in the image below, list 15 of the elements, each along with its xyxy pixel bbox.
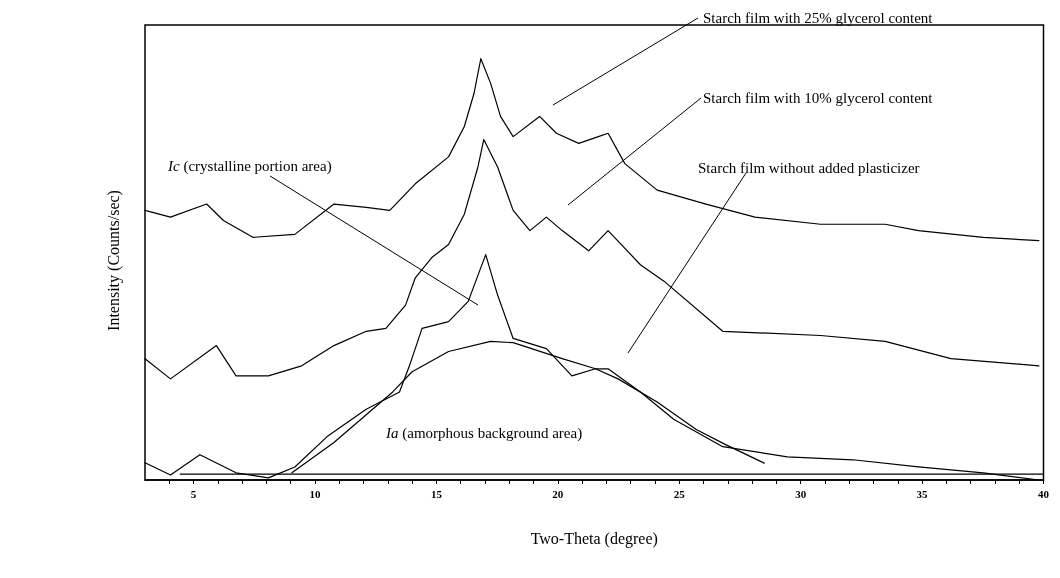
- y-axis-title: Intensity (Counts/sec): [104, 190, 123, 331]
- x-tick-label: 15: [430, 487, 443, 500]
- x-axis-title: Two-Theta (degree): [530, 529, 658, 548]
- x-tick-label: 20: [552, 487, 564, 500]
- text: Starch film with 25% glycerol content: [703, 10, 934, 26]
- annotation: Ic (crystalline portion area): [167, 158, 332, 175]
- text: Starch film with 10% glycerol content: [703, 90, 934, 106]
- x-tick-label: 35: [916, 487, 929, 500]
- text: Starch film without added plasticizer: [698, 160, 920, 176]
- x-tick-label: 30: [795, 487, 807, 500]
- x-tick-label: 5: [190, 487, 197, 500]
- x-tick-label: 10: [309, 487, 321, 500]
- x-tick-label: 40: [1038, 487, 1050, 500]
- annotation: Ia (amorphous background area): [385, 425, 583, 442]
- x-tick-label: 25: [673, 487, 686, 500]
